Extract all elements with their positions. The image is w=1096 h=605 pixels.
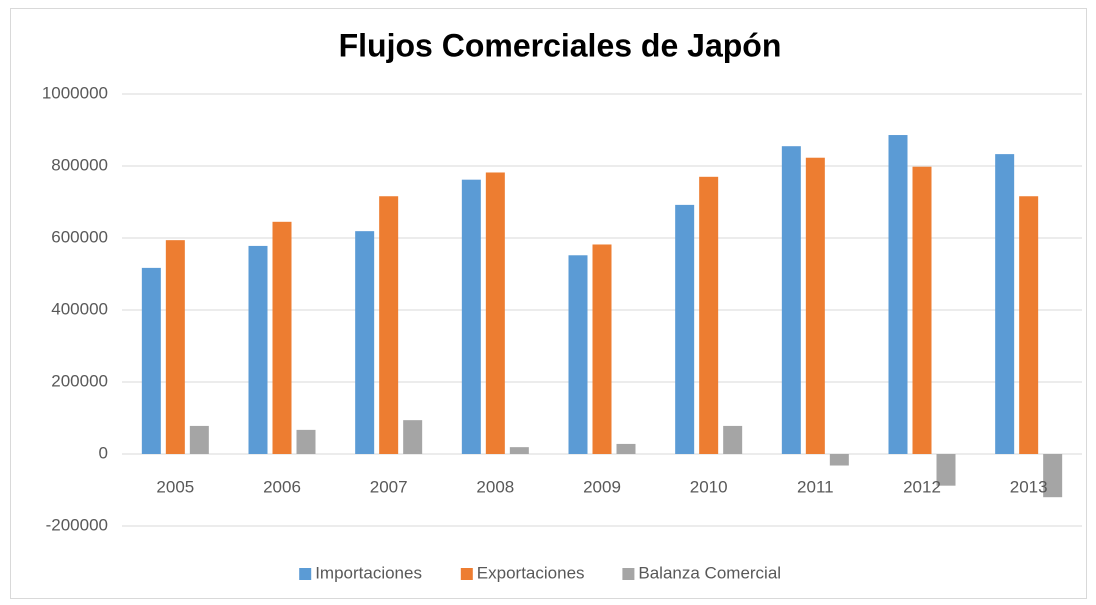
- bar: [355, 231, 375, 454]
- bar: [699, 176, 719, 455]
- x-tick-label: 2012: [903, 477, 941, 496]
- bar: [723, 425, 743, 454]
- bar: [403, 420, 423, 454]
- bar: [296, 429, 316, 454]
- bar: [805, 157, 825, 454]
- bar: [165, 240, 185, 454]
- x-tick-label: 2011: [797, 477, 834, 496]
- bar: [189, 425, 209, 454]
- bar: [379, 196, 399, 455]
- y-tick-label: 400000: [51, 299, 108, 318]
- bar: [272, 221, 292, 454]
- x-tick-label: 2008: [476, 477, 514, 496]
- x-tick-label: 2006: [263, 477, 301, 496]
- legend-swatch: [622, 568, 635, 580]
- y-tick-label: 600000: [51, 227, 108, 246]
- legend-label: Balanza Comercial: [638, 563, 781, 582]
- x-tick-label: 2005: [156, 477, 194, 496]
- bar: [888, 135, 908, 455]
- y-tick-label: 200000: [51, 371, 108, 390]
- bar: [248, 245, 268, 454]
- bar: [485, 172, 505, 455]
- legend-swatch: [460, 568, 473, 580]
- bar: [936, 454, 956, 486]
- bar: [461, 179, 481, 454]
- bar: [995, 154, 1015, 454]
- legend-swatch: [299, 568, 312, 580]
- bar: [592, 244, 612, 454]
- legend-label: Exportaciones: [477, 563, 585, 582]
- bar: [1043, 454, 1063, 498]
- bar: [912, 166, 932, 454]
- bar: [509, 447, 529, 454]
- y-tick-label: 800000: [51, 155, 108, 174]
- bar: [141, 267, 161, 454]
- x-tick-label: 2013: [1010, 477, 1048, 496]
- bar: [781, 146, 801, 454]
- bar: [829, 454, 849, 466]
- bar: [616, 443, 636, 454]
- y-tick-label: 1000000: [42, 83, 108, 102]
- y-tick-label: 0: [99, 443, 108, 462]
- y-tick-label: -200000: [46, 515, 108, 534]
- chart-title: Flujos Comerciales de Japón: [339, 27, 782, 63]
- x-tick-label: 2007: [370, 477, 408, 496]
- bar: [675, 204, 695, 454]
- x-tick-label: 2009: [583, 477, 621, 496]
- bar: [568, 255, 588, 454]
- legend-label: Importaciones: [315, 563, 422, 582]
- x-tick-label: 2010: [690, 477, 728, 496]
- bar: [1019, 196, 1039, 455]
